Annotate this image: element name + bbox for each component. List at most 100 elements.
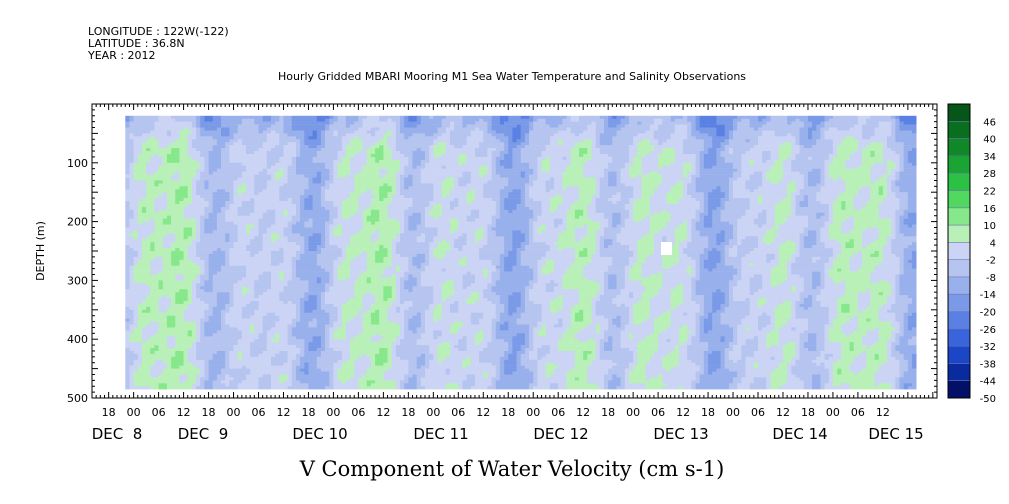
heatmap-cell (166, 121, 172, 125)
heatmap-cell (258, 198, 263, 202)
heatmap-cell (271, 230, 276, 234)
heatmap-cell (237, 301, 243, 305)
heatmap-cell (333, 351, 338, 355)
heatmap-cell (133, 271, 139, 275)
heatmap-cell (262, 133, 268, 137)
heatmap-cell (183, 118, 189, 122)
heatmap-cell (271, 218, 276, 222)
heatmap-cell (337, 330, 343, 334)
heatmap-cell (250, 212, 255, 216)
heatmap-cell (179, 333, 184, 337)
heatmap-cell (175, 124, 180, 128)
heatmap-cell (200, 333, 205, 337)
heatmap-cell (158, 339, 164, 343)
heatmap-cell (316, 233, 322, 237)
heatmap-cell (312, 292, 318, 296)
heatmap-cell (200, 118, 205, 122)
heatmap-cell (229, 130, 234, 134)
heatmap-cell (296, 289, 301, 293)
heatmap-cell (183, 198, 189, 202)
heatmap-cell (191, 192, 197, 196)
heatmap-cell (275, 295, 280, 299)
heatmap-cell (250, 242, 255, 246)
heatmap-cell (233, 248, 238, 252)
heatmap-cell (237, 330, 243, 334)
heatmap-cell (291, 368, 297, 372)
heatmap-cell (171, 145, 176, 149)
heatmap-cell (320, 345, 326, 349)
heatmap-cell (283, 239, 288, 243)
heatmap-cell (258, 362, 263, 366)
heatmap-cell (329, 201, 334, 205)
heatmap-cell (312, 289, 318, 293)
heatmap-cell (233, 183, 238, 187)
heatmap-cell (262, 186, 268, 190)
heatmap-cell (271, 174, 276, 178)
heatmap-cell (296, 148, 301, 152)
heatmap-cell (279, 201, 284, 205)
heatmap-cell (341, 309, 347, 313)
heatmap-cell (191, 274, 197, 278)
heatmap-cell (133, 192, 139, 196)
heatmap-cell (308, 306, 313, 311)
heatmap-cell (125, 242, 130, 246)
heatmap-cell (237, 139, 243, 143)
heatmap-cell (266, 174, 272, 178)
heatmap-cell (241, 242, 247, 246)
heatmap-cell (150, 209, 155, 213)
heatmap-cell (287, 259, 293, 263)
heatmap-cell (308, 359, 313, 363)
heatmap-cell (325, 206, 330, 211)
heatmap-cell (337, 280, 343, 284)
heatmap-cell (304, 251, 309, 255)
heatmap-cell (187, 251, 193, 255)
heatmap-cell (196, 280, 201, 284)
heatmap-cell (291, 227, 297, 231)
heatmap-cell (191, 371, 197, 375)
heatmap-cell (271, 336, 276, 340)
heatmap-cell (162, 221, 168, 225)
heatmap-cell (283, 380, 288, 384)
heatmap-cell (175, 386, 180, 390)
heatmap-cell (133, 121, 139, 125)
heatmap-cell (216, 289, 222, 293)
heatmap-cell (212, 265, 218, 269)
heatmap-cell (175, 265, 180, 269)
heatmap-cell (183, 348, 189, 352)
heatmap-cell (142, 162, 147, 166)
heatmap-cell (296, 383, 301, 387)
heatmap-cell (154, 118, 159, 122)
heatmap-cell (262, 239, 268, 243)
heatmap-cell (341, 330, 347, 334)
heatmap-cell (146, 130, 151, 134)
heatmap-cell (316, 356, 322, 360)
heatmap-cell (250, 283, 255, 287)
heatmap-cell (308, 268, 313, 272)
heatmap-cell (320, 239, 326, 243)
heatmap-cell (196, 127, 201, 131)
heatmap-cell (137, 248, 143, 252)
heatmap-cell (142, 133, 147, 137)
heatmap-cell (250, 192, 255, 196)
heatmap-cell (187, 121, 193, 125)
heatmap-cell (337, 233, 343, 237)
heatmap-cell (279, 221, 284, 225)
heatmap-cell (137, 356, 143, 360)
heatmap-cell (325, 280, 330, 284)
heatmap-cell (300, 201, 305, 205)
heatmap-cell (345, 183, 351, 187)
heatmap-cell (258, 212, 263, 216)
heatmap-cell (291, 286, 297, 290)
heatmap-cell (325, 198, 330, 202)
heatmap-cell (300, 333, 305, 337)
heatmap-cell (166, 353, 172, 358)
heatmap-cell (271, 259, 276, 263)
heatmap-cell (345, 177, 351, 181)
heatmap-cell (229, 118, 234, 122)
heatmap-cell (325, 348, 330, 352)
heatmap-cell (129, 383, 134, 387)
heatmap-cell (320, 289, 326, 293)
heatmap-cell (142, 374, 147, 378)
heatmap-cell (158, 368, 164, 372)
heatmap-cell (221, 215, 226, 219)
